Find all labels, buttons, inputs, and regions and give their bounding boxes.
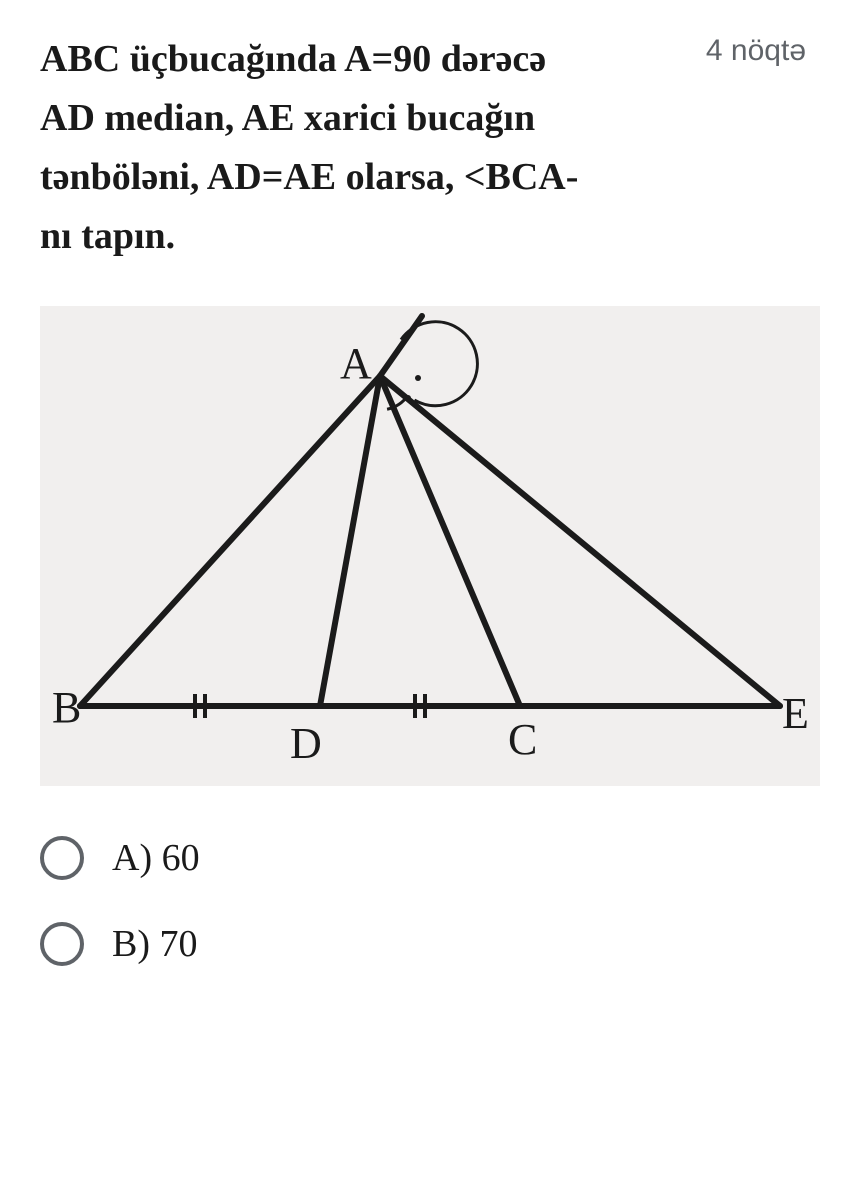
question-line-1: ABC üçbucağında A=90 dərəcə — [40, 38, 546, 80]
radio-icon — [40, 922, 84, 966]
option-b-label: B) 70 — [112, 922, 198, 966]
question-header: ABC üçbucağında A=90 dərəcə AD median, A… — [40, 30, 806, 266]
svg-text:D: D — [290, 719, 322, 768]
question-line-3: tənböləni, AD=AE olarsa, <BCA- — [40, 156, 578, 198]
svg-text:B: B — [52, 683, 81, 732]
option-b[interactable]: B) 70 — [40, 922, 806, 966]
question-line-4: nı tapın. — [40, 215, 175, 257]
svg-text:A: A — [340, 339, 372, 388]
svg-text:C: C — [508, 715, 537, 764]
svg-text:E: E — [782, 689, 809, 738]
option-a[interactable]: A) 60 — [40, 836, 806, 880]
question-text: ABC üçbucağında A=90 dərəcə AD median, A… — [40, 30, 690, 266]
option-a-label: A) 60 — [112, 836, 200, 880]
triangle-diagram: A B C D E — [40, 306, 820, 786]
radio-icon — [40, 836, 84, 880]
question-line-2: AD median, AE xarici bucağın — [40, 97, 535, 139]
answer-options: A) 60 B) 70 — [40, 836, 806, 966]
geometry-figure: A B C D E — [40, 306, 806, 786]
points-label: 4 nöqtə — [706, 34, 806, 68]
